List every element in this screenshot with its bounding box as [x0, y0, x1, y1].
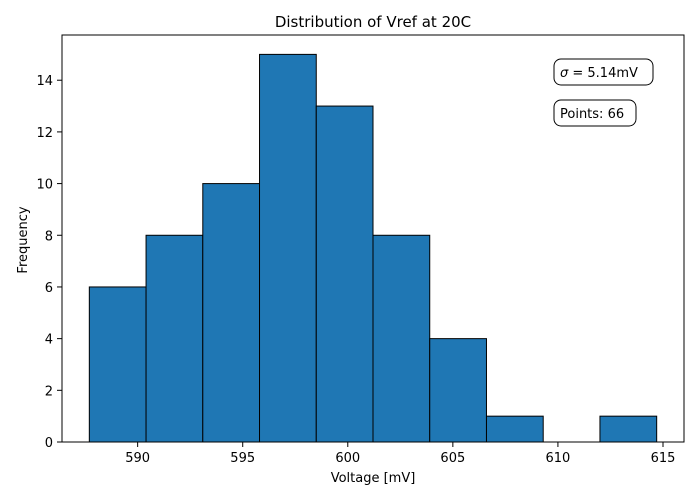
x-tick-label: 595 — [230, 451, 255, 466]
y-tick-label: 2 — [45, 384, 53, 399]
sigma-annotation: σ = 5.14mV — [553, 58, 654, 86]
chart-title: Distribution of Vref at 20C — [275, 13, 471, 31]
y-tick-label: 4 — [45, 333, 53, 348]
y-tick-label: 8 — [45, 229, 53, 244]
x-axis-ticks: 590 595 600 605 610 615 — [125, 442, 675, 466]
histogram-bar — [372, 234, 431, 443]
y-tick-label: 0 — [45, 436, 53, 451]
y-axis-label: Frequency — [16, 206, 31, 273]
points-annotation-box — [553, 99, 637, 127]
y-tick-label: 12 — [36, 126, 53, 141]
x-tick-label: 590 — [125, 451, 150, 466]
histogram-bar — [88, 286, 147, 443]
histogram-bar — [202, 183, 261, 443]
histogram-bar — [145, 234, 204, 443]
sigma-value: = 5.14mV — [568, 66, 638, 81]
points-annotation: Points: 66 — [553, 99, 637, 127]
x-tick-label: 605 — [440, 451, 465, 466]
histogram-bar — [429, 338, 487, 443]
svg-text:σ = 5.14mV: σ = 5.14mV — [560, 66, 638, 81]
y-tick-label: 6 — [45, 281, 53, 296]
histogram-bar — [259, 53, 317, 443]
x-tick-label: 610 — [546, 451, 571, 466]
y-tick-label: 10 — [36, 178, 53, 193]
x-axis-label: Voltage [mV] — [331, 471, 416, 486]
sigma-symbol: σ — [560, 66, 569, 81]
bars-group — [88, 53, 658, 443]
points-count: Points: 66 — [560, 107, 624, 122]
y-axis-ticks: 0 2 4 6 8 10 12 14 — [36, 74, 62, 451]
x-tick-label: 600 — [335, 451, 360, 466]
y-tick-label: 14 — [36, 74, 53, 89]
histogram-bar — [485, 415, 544, 443]
sigma-annotation-box — [553, 58, 654, 86]
x-tick-label: 615 — [651, 451, 676, 466]
histogram-bar — [599, 415, 658, 443]
histogram-bar — [315, 105, 374, 443]
plot-frame — [61, 34, 685, 443]
